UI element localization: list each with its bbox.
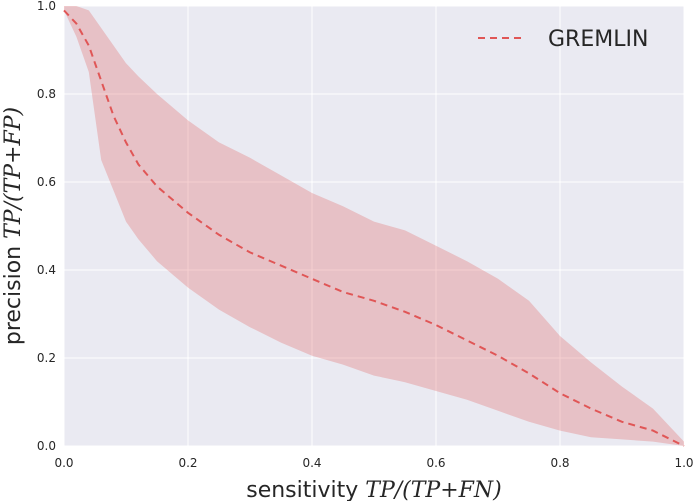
x-tick-labels: 0.0 0.2 0.4 0.6 0.8 1.0: [54, 456, 693, 470]
y-tick-labels: 0.0 0.2 0.4 0.6 0.8 1.0: [37, 0, 56, 453]
y-tick-label: 0.0: [37, 439, 56, 453]
x-tick-label: 0.6: [426, 456, 445, 470]
legend: GREMLIN: [478, 27, 648, 52]
y-axis-label: precision TP/(TP+FP): [1, 107, 26, 345]
y-tick-label: 0.4: [37, 263, 56, 277]
confidence-band: [64, 6, 684, 446]
y-tick-label: 0.6: [37, 175, 56, 189]
x-axis-label-text: sensitivity: [246, 478, 365, 501]
x-tick-label: 0.0: [54, 456, 73, 470]
x-tick-label: 0.8: [550, 456, 569, 470]
legend-label-gremlin: GREMLIN: [548, 27, 648, 52]
y-tick-label: 0.8: [37, 87, 56, 101]
y-axis-label-math: TP/(TP+FP): [1, 107, 26, 239]
x-tick-label: 0.2: [178, 456, 197, 470]
y-axis-label-text: precision: [1, 239, 26, 345]
y-tick-label: 1.0: [37, 0, 56, 13]
x-axis-label: sensitivity TP/(TP+FN): [246, 478, 502, 501]
y-tick-label: 0.2: [37, 351, 56, 365]
x-tick-label: 0.4: [302, 456, 321, 470]
grid: [63, 5, 685, 447]
x-axis-label-math: TP/(TP+FN): [365, 478, 501, 501]
x-tick-label: 1.0: [674, 456, 693, 470]
plot-background: [64, 6, 684, 446]
